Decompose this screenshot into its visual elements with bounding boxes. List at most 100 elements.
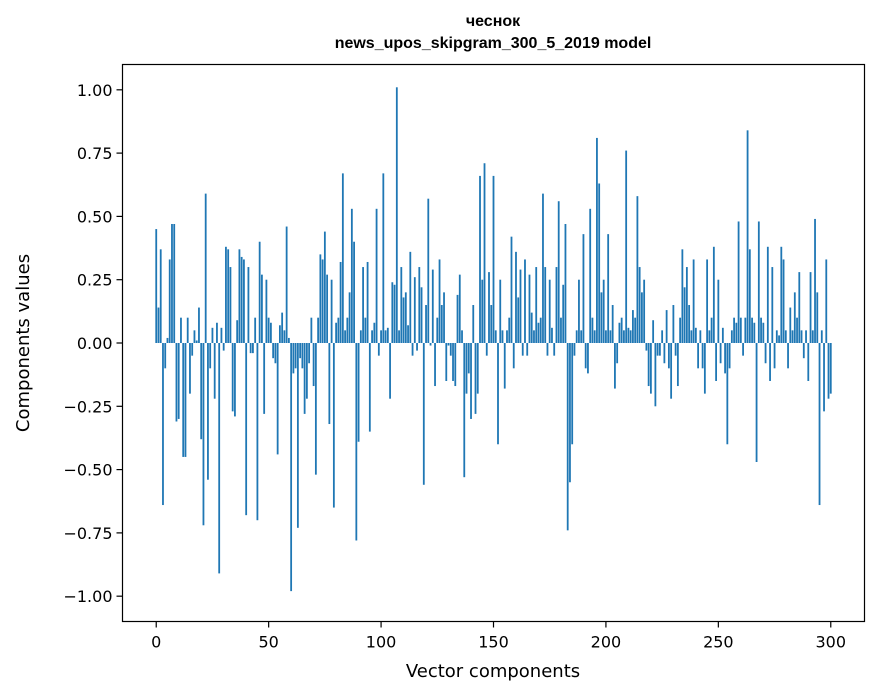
bar-component-274 — [771, 267, 774, 343]
bar-component-169 — [535, 267, 538, 343]
bar-component-157 — [508, 317, 511, 343]
bar-component-81 — [337, 317, 340, 343]
bar-component-264 — [748, 249, 751, 343]
bar-component-254 — [726, 343, 729, 445]
bar-component-134 — [456, 294, 459, 343]
bar-component-96 — [371, 330, 373, 343]
bar-component-233 — [679, 317, 682, 343]
bar-component-260 — [739, 317, 742, 343]
bar-component-207 — [620, 317, 623, 343]
bar-component-245 — [706, 259, 709, 343]
bar-component-242 — [699, 330, 702, 343]
bar-component-140 — [470, 343, 472, 419]
bar-component-83 — [341, 173, 344, 343]
bar-component-216 — [641, 292, 643, 343]
bar-component-29 — [220, 327, 223, 343]
bar-component-115 — [413, 277, 416, 343]
bar-component-11 — [180, 317, 182, 343]
bar-component-299 — [827, 343, 830, 399]
bar-component-28 — [218, 343, 221, 574]
bar-component-202 — [609, 330, 612, 343]
bar-component-255 — [728, 343, 731, 369]
bar-component-278 — [780, 246, 783, 343]
chart-subtitle: news_upos_skipgram_300_5_2019 model — [334, 35, 652, 52]
bar-component-43 — [252, 343, 254, 354]
bar-component-125 — [436, 317, 439, 343]
bar-component-266 — [753, 322, 756, 343]
bar-component-63 — [296, 343, 299, 528]
bar-component-194 — [591, 317, 594, 343]
bar-component-106 — [393, 284, 396, 343]
bar-component-71 — [314, 343, 317, 475]
y-tick-label: −0.75 — [63, 524, 112, 543]
bar-component-61 — [292, 343, 295, 374]
bar-component-248 — [712, 246, 715, 343]
bar-component-289 — [805, 330, 807, 343]
bar-component-19 — [198, 307, 200, 343]
bar-component-74 — [321, 259, 324, 343]
bar-component-142 — [474, 343, 477, 414]
bar-component-47 — [261, 274, 263, 343]
bar-component-26 — [213, 343, 216, 399]
bar-component-27 — [216, 322, 218, 343]
y-tick-label: 0.75 — [77, 144, 113, 163]
bar-component-92 — [362, 267, 364, 343]
bar-component-228 — [667, 343, 670, 369]
bar-component-2 — [159, 249, 162, 343]
x-tick-label: 50 — [258, 633, 278, 652]
bar-component-114 — [411, 343, 414, 356]
bar-component-103 — [386, 327, 389, 343]
bar-component-154 — [501, 330, 504, 343]
bar-component-251 — [719, 343, 722, 364]
bar-component-10 — [177, 343, 180, 419]
bar-component-76 — [326, 274, 329, 343]
bar-component-249 — [715, 343, 717, 381]
bar-component-23 — [207, 343, 209, 480]
bar-component-6 — [168, 259, 171, 343]
bar-component-293 — [814, 218, 816, 343]
bar-component-17 — [193, 330, 196, 343]
bar-component-232 — [676, 343, 679, 387]
bar-component-279 — [782, 259, 785, 343]
bar-component-167 — [530, 312, 533, 343]
bar-component-109 — [400, 267, 403, 343]
bar-component-208 — [623, 330, 625, 343]
bar-component-284 — [793, 292, 796, 343]
bar-component-273 — [769, 343, 771, 381]
bar-component-118 — [420, 287, 423, 343]
bar-component-265 — [751, 317, 753, 343]
y-tick-label: −0.25 — [63, 397, 112, 416]
bar-component-42 — [249, 343, 252, 354]
bar-component-69 — [310, 317, 313, 343]
bar-component-184 — [569, 343, 571, 483]
bar-component-210 — [627, 327, 630, 343]
bar-component-186 — [573, 343, 576, 356]
bar-component-44 — [254, 317, 257, 343]
bar-component-229 — [670, 343, 673, 399]
bar-component-9 — [175, 343, 178, 422]
bar-component-62 — [294, 343, 297, 369]
bar-component-53 — [274, 343, 277, 364]
bar-component-133 — [454, 343, 457, 387]
bar-component-46 — [258, 241, 261, 343]
bar-component-93 — [364, 317, 367, 343]
bar-component-30 — [222, 343, 225, 351]
bar-component-105 — [391, 282, 394, 343]
bar-component-127 — [440, 305, 443, 343]
bar-component-150 — [492, 175, 495, 343]
bar-component-206 — [618, 322, 621, 343]
bar-component-276 — [775, 330, 778, 343]
bar-component-95 — [368, 343, 371, 432]
bar-component-107 — [395, 87, 398, 343]
bar-component-234 — [681, 249, 684, 343]
bar-component-131 — [449, 343, 452, 356]
bar-component-128 — [443, 292, 445, 343]
bar-component-271 — [764, 343, 767, 364]
bar-component-54 — [276, 343, 279, 455]
bar-component-14 — [186, 317, 189, 343]
bar-component-87 — [350, 208, 353, 343]
bar-component-152 — [497, 343, 499, 445]
bar-component-39 — [243, 259, 245, 343]
bar-component-256 — [730, 330, 733, 343]
bar-component-137 — [463, 343, 466, 478]
